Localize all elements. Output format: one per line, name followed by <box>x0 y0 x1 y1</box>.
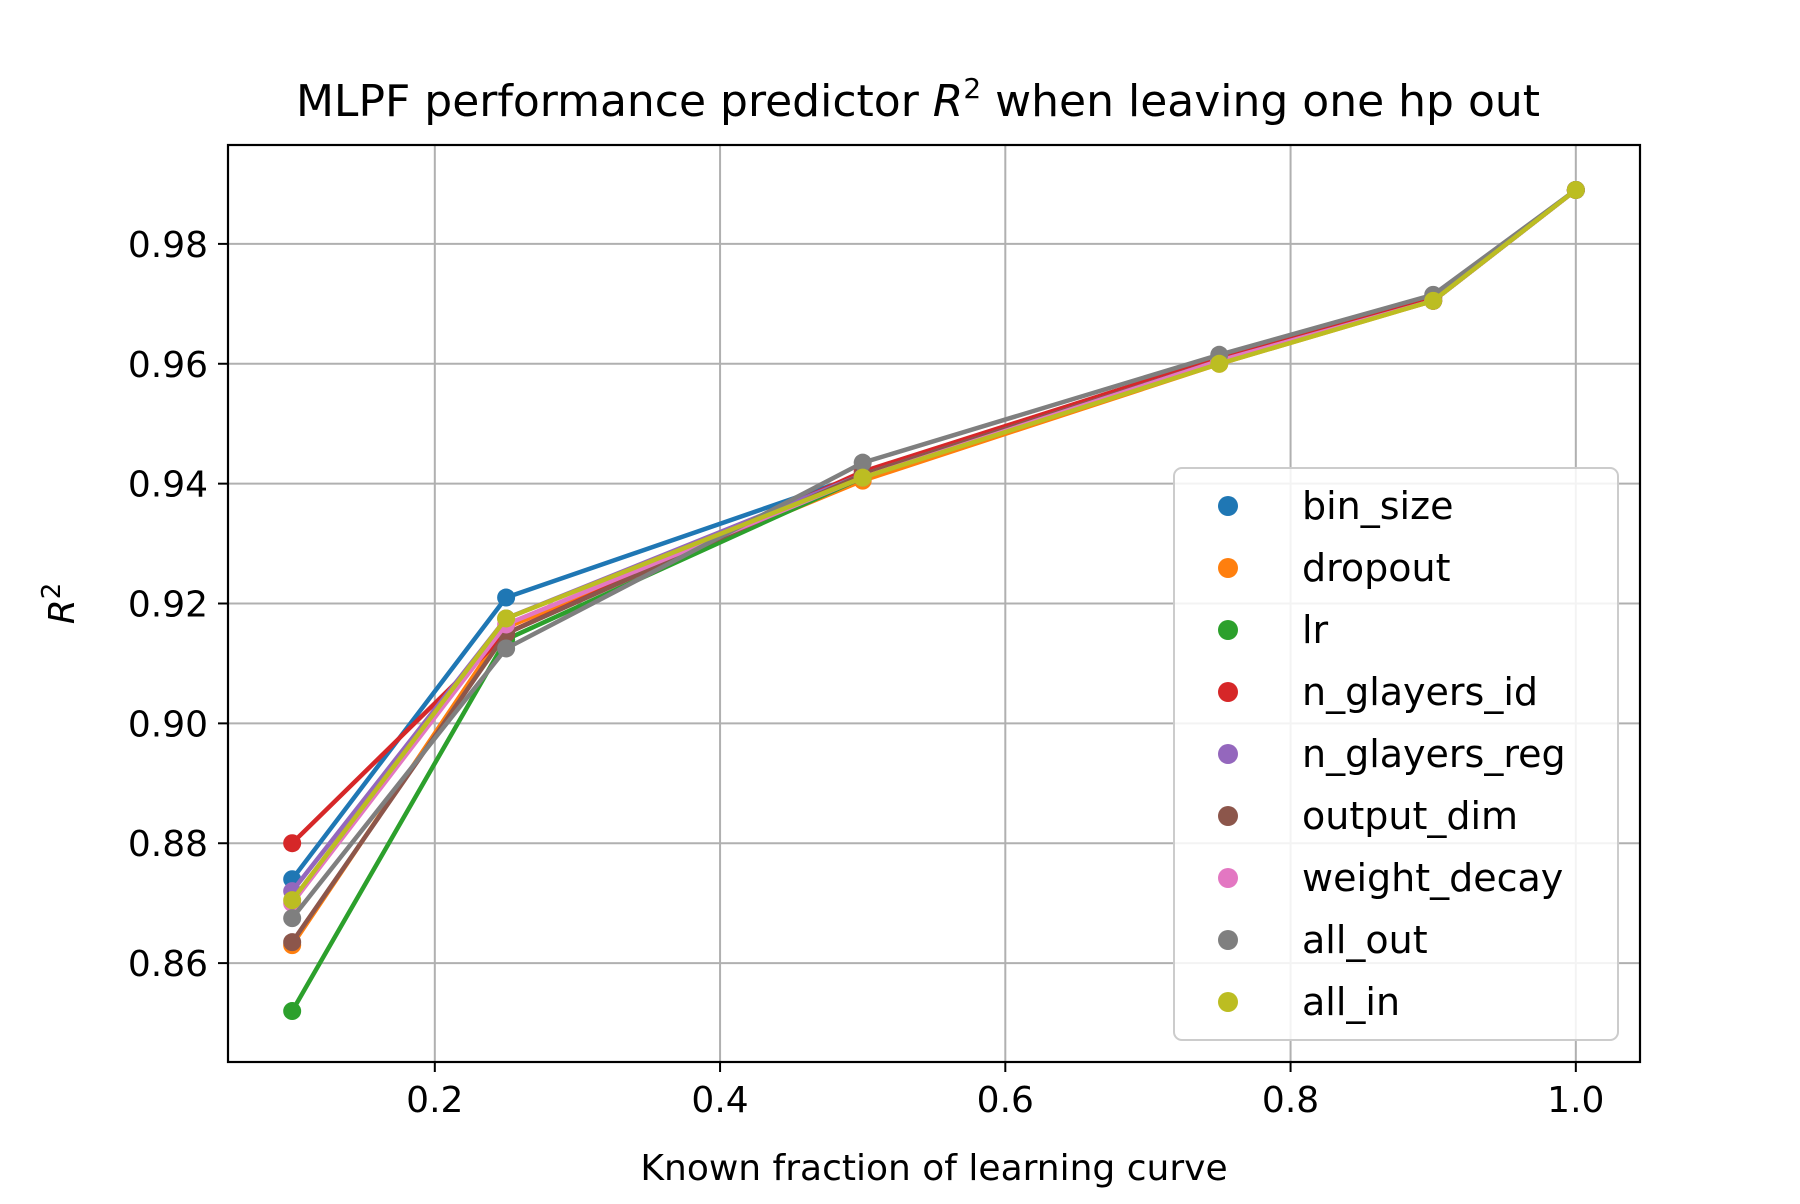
data-point <box>283 891 302 910</box>
legend-label: lr <box>1302 608 1329 652</box>
data-point <box>853 453 872 472</box>
x-tick-label: 1.0 <box>1547 1080 1604 1121</box>
y-tick-label: 0.98 <box>128 225 208 266</box>
legend-label: dropout <box>1302 546 1451 590</box>
series-line <box>290 188 1578 920</box>
legend-item: all_in <box>1218 980 1400 1024</box>
legend-marker <box>1218 558 1238 578</box>
legend-marker <box>1218 992 1238 1012</box>
legend-label: weight_decay <box>1302 856 1563 900</box>
x-tick-label: 0.2 <box>406 1080 463 1121</box>
data-point <box>283 834 302 853</box>
x-tick-label: 0.8 <box>1262 1080 1319 1121</box>
legend-marker <box>1218 620 1238 640</box>
data-point <box>853 468 872 487</box>
legend-item: output_dim <box>1218 794 1518 838</box>
chart-title: MLPF performance predictor R2 when leavi… <box>296 72 1540 127</box>
y-tick-label: 0.96 <box>128 345 208 386</box>
data-point <box>283 909 302 928</box>
legend-marker <box>1218 496 1238 516</box>
legend-item: weight_decay <box>1218 856 1563 900</box>
y-tick-label: 0.92 <box>128 585 208 626</box>
legend-marker <box>1218 868 1238 888</box>
legend-label: output_dim <box>1302 794 1518 838</box>
legend-item: dropout <box>1218 546 1451 590</box>
legend-item: all_out <box>1218 918 1428 962</box>
legend-marker <box>1218 682 1238 702</box>
series-all_in <box>283 180 1585 910</box>
legend-item: n_glayers_id <box>1218 670 1538 714</box>
legend-label: all_in <box>1302 980 1400 1024</box>
legend-label: all_out <box>1302 918 1428 962</box>
legend-label: n_glayers_reg <box>1302 732 1566 776</box>
y-tick-label: 0.86 <box>128 944 208 985</box>
legend-item: bin_size <box>1218 484 1453 528</box>
data-point <box>1210 354 1229 373</box>
data-point <box>497 609 516 628</box>
data-point <box>1424 291 1443 310</box>
data-point <box>283 933 302 952</box>
series-layer <box>283 180 1585 1021</box>
legend-label: n_glayers_id <box>1302 670 1538 714</box>
legend-item: n_glayers_reg <box>1218 732 1566 776</box>
legend-box <box>1173 467 1619 1041</box>
x-tick-label: 0.4 <box>691 1080 748 1121</box>
data-point <box>497 588 516 607</box>
y-tick-label: 0.90 <box>128 704 208 745</box>
y-tick-label: 0.94 <box>128 465 208 506</box>
legend-marker <box>1218 744 1238 764</box>
x-axis-label: Known fraction of learning curve <box>640 1148 1227 1189</box>
data-point <box>283 1002 302 1021</box>
series-line <box>290 188 1578 902</box>
tick-layer: 0.2 0.4 0.6 0.8 1.0 0.86 0.88 0.90 0.92 0.94 0.96 0… <box>128 225 1605 1121</box>
legend-label: bin_size <box>1302 484 1453 528</box>
y-axis-label: R2 <box>37 583 83 625</box>
data-point <box>1566 180 1585 199</box>
x-tick-label: 0.6 <box>977 1080 1034 1121</box>
y-tick-label: 0.88 <box>128 824 208 865</box>
legend-marker <box>1218 806 1238 826</box>
legend-marker <box>1218 930 1238 950</box>
data-point <box>497 639 516 658</box>
legend-item: lr <box>1218 608 1329 652</box>
